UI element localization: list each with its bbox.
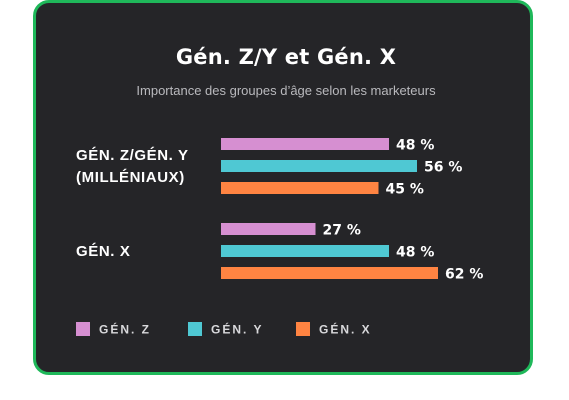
legend-label: GÉN. X [319,322,372,337]
bar-1-category-2 [221,223,316,235]
legend-swatch [76,322,90,336]
data-label: 45 % [386,182,424,198]
bar-2-category-2 [221,245,389,257]
category-label: GÉN. Z/GÉN. Y [76,147,189,164]
legend-label: GÉN. Z [99,322,151,337]
legend-swatch [188,322,202,336]
chart-title: Gén. Z/Y et Gén. X [175,45,397,69]
data-label: 56 % [424,160,462,176]
bar-3-category-1 [221,182,379,194]
data-label: 62 % [445,267,483,283]
bar-1-category-1 [221,138,389,150]
category-label: GÉN. X [76,243,130,260]
bar-2-category-1 [221,160,417,172]
chart-card: Gén. Z/Y et Gén. X Importance des groupe… [33,0,533,375]
bar-chart: GÉN. Z/GÉN. Y (MILLÉNIAUX) 48 % 56 %45 % GÉN… [76,138,483,337]
data-label: 48 % [396,138,434,154]
data-label: 48 % [396,245,434,261]
category-label: (MILLÉNIAUX) [76,169,185,186]
chart-subtitle: Importance des groupes d’âge selon les m… [136,83,436,98]
legend-swatch [296,322,310,336]
data-label: 27 % [323,223,361,239]
legend-label: GÉN. Y [211,322,263,337]
bar-3-category-2 [221,267,438,279]
